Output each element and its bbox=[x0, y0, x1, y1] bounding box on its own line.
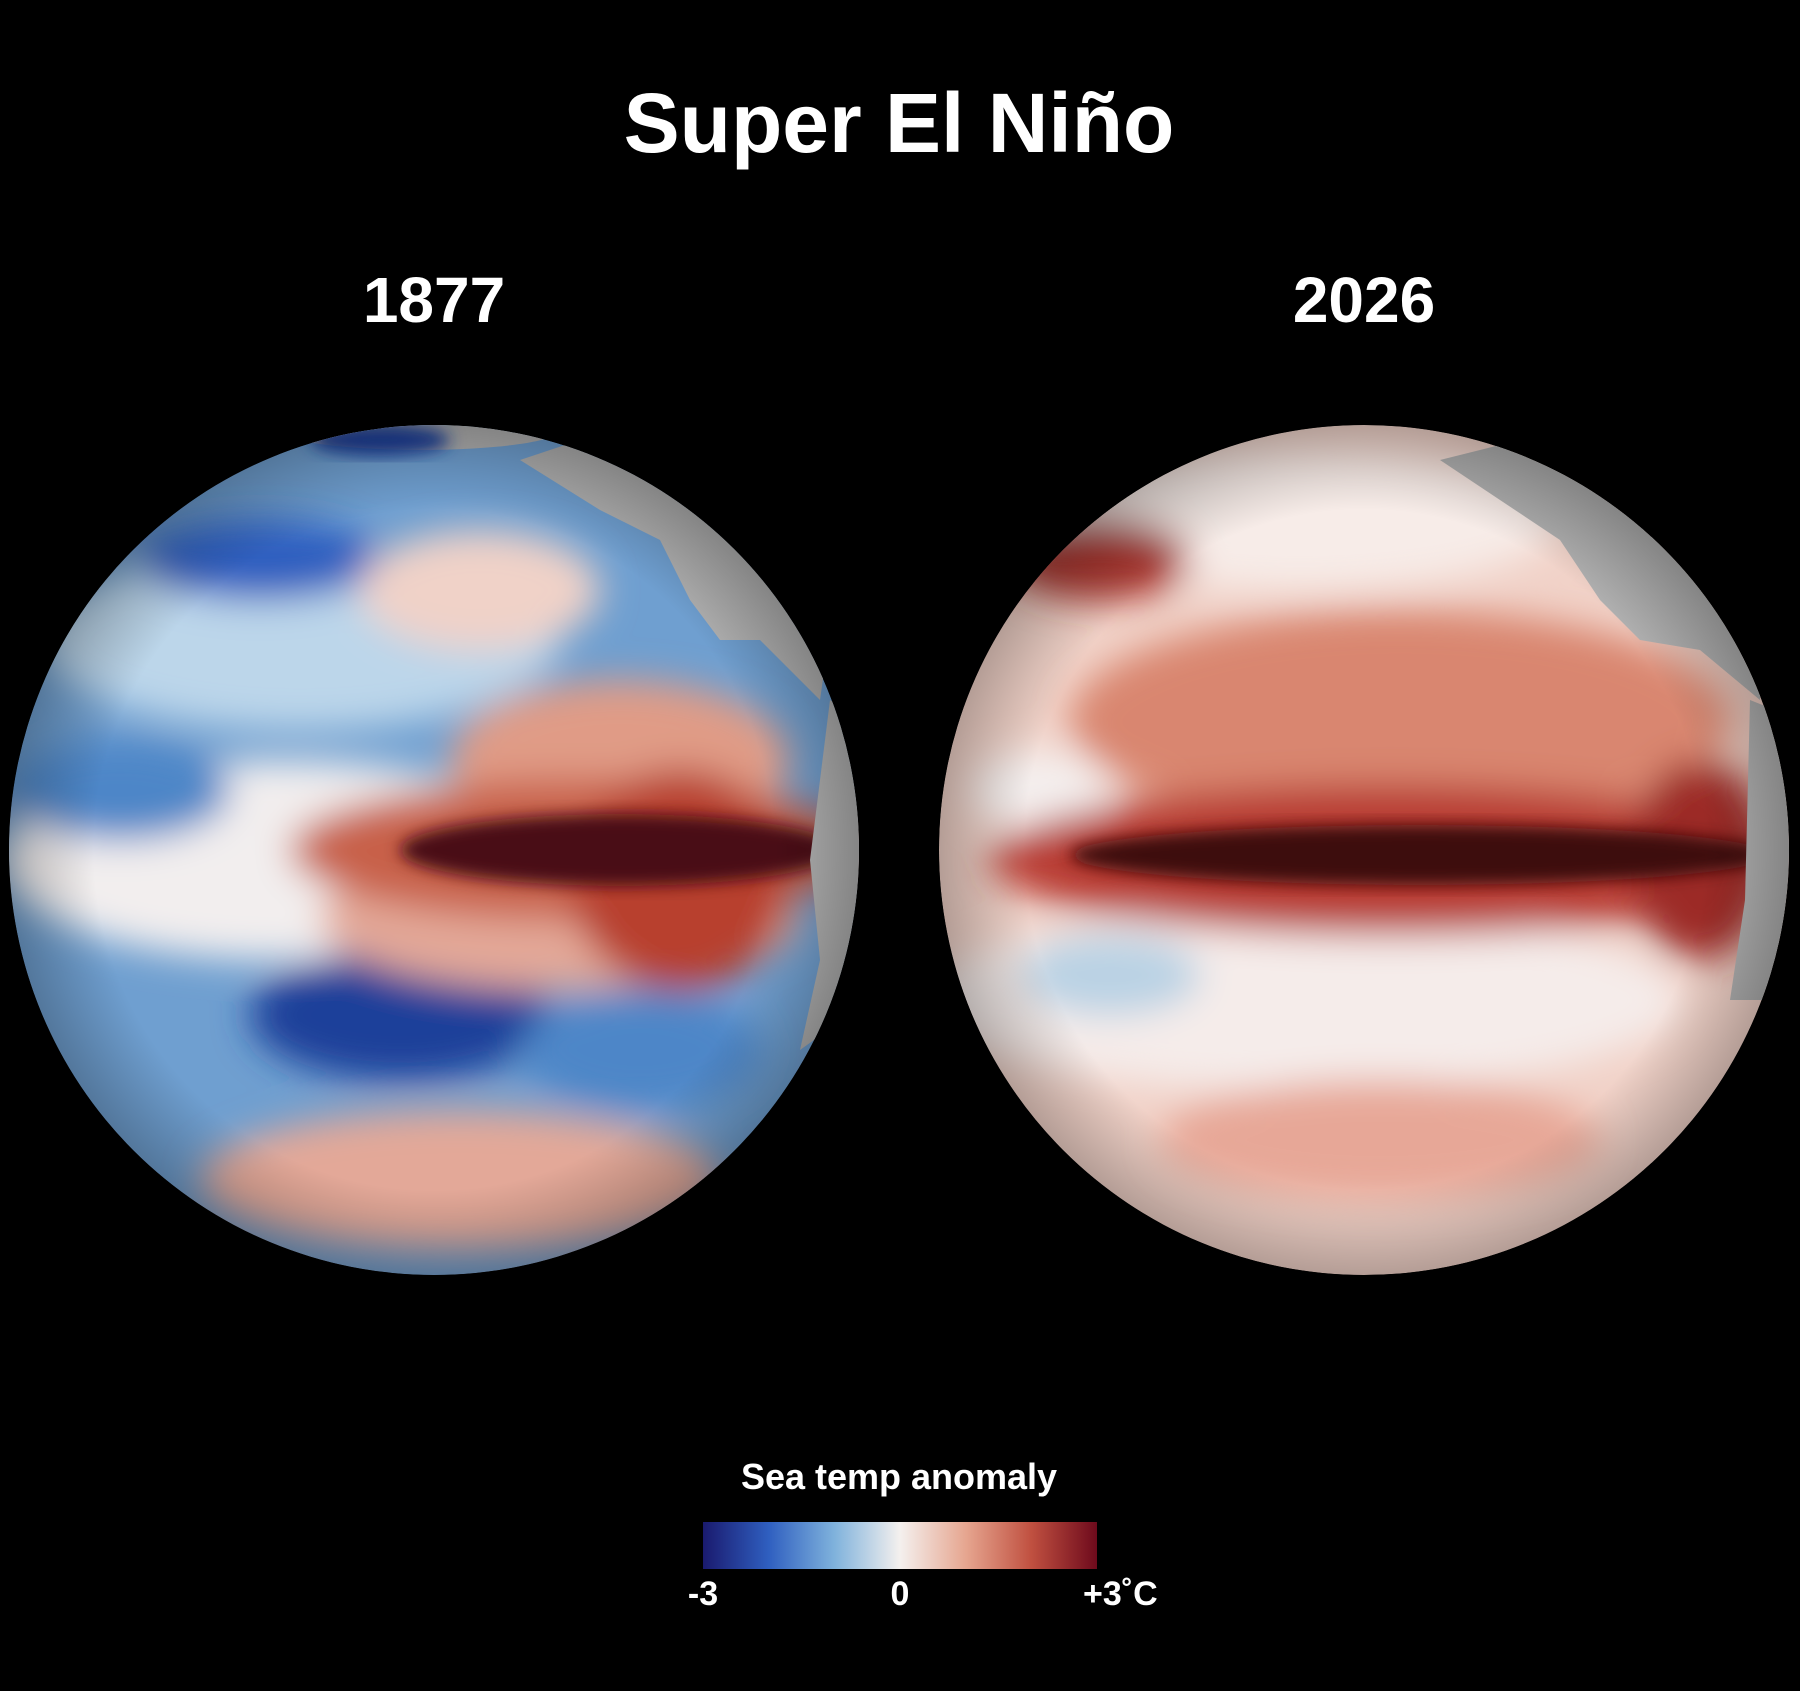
title: Super El Niño bbox=[624, 76, 1175, 170]
tick-label: -3 bbox=[688, 1575, 718, 1613]
color-bar bbox=[703, 1522, 1097, 1569]
tick-label: +3˚C bbox=[1083, 1575, 1158, 1613]
globe bbox=[939, 425, 1789, 1275]
panel-label: 1877 bbox=[363, 264, 505, 336]
tick-label: 0 bbox=[891, 1575, 910, 1613]
legend-title: Sea temp anomaly bbox=[741, 1456, 1057, 1497]
globe bbox=[9, 425, 859, 1275]
panel-label: 2026 bbox=[1293, 264, 1435, 336]
